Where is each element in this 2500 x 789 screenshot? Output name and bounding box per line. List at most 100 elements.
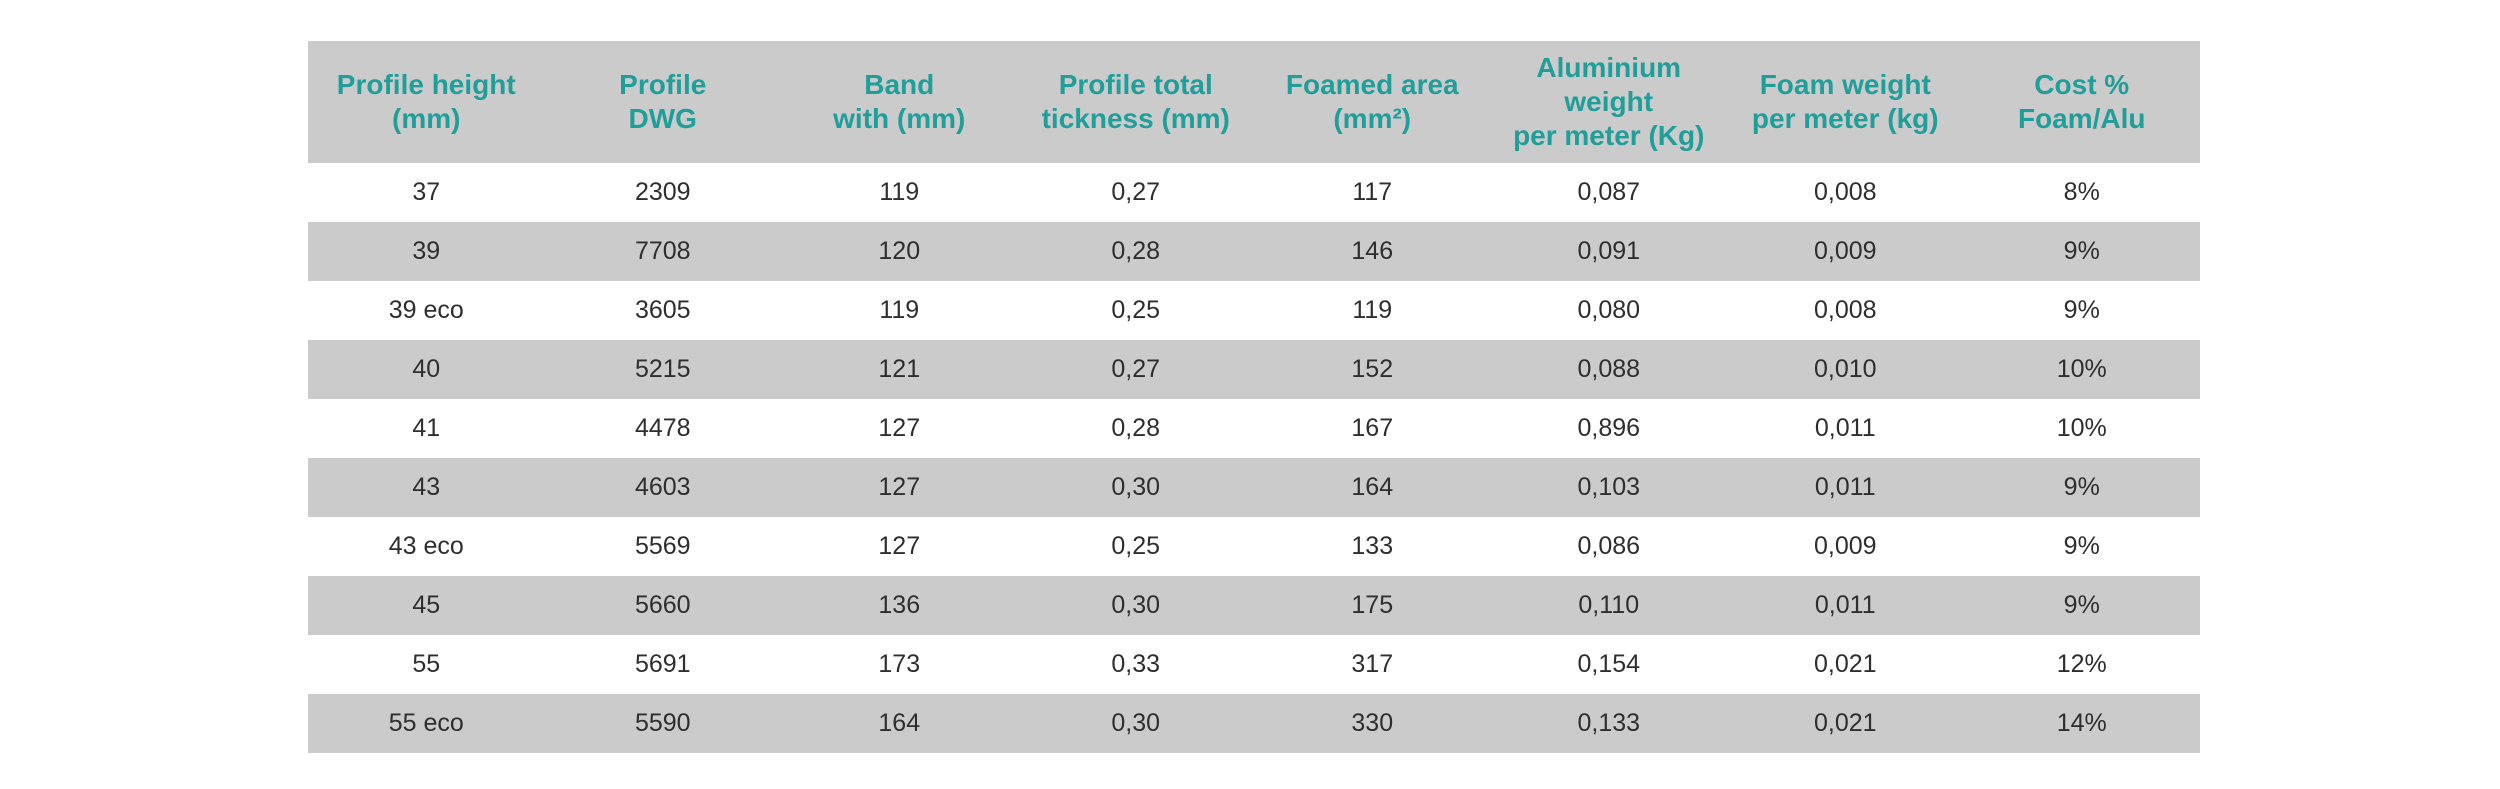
cell-aluminium-weight: 0,080 xyxy=(1577,296,1641,324)
cell-profile-dwg: 5660 xyxy=(634,591,691,619)
profile-spec-table-container: Profile height (mm) Profile DWG Band wit… xyxy=(308,41,2200,753)
table-header: Profile height (mm) Profile DWG Band wit… xyxy=(308,41,2200,163)
cell-profile-dwg: 7708 xyxy=(634,237,691,265)
cell-cost-percent: 9% xyxy=(2063,591,2100,619)
cell-profile-dwg: 4478 xyxy=(634,414,691,442)
cell-profile-height: 45 xyxy=(412,591,441,619)
cell-profile-thickness: 0,30 xyxy=(1111,709,1161,737)
cell-profile-height: 41 xyxy=(412,414,441,442)
cell-profile-height: 55 xyxy=(412,650,441,678)
header-aluminium-weight: Aluminium weight per meter (Kg) xyxy=(1513,52,1705,151)
cell-cost-percent: 14% xyxy=(2056,709,2107,737)
cell-profile-height: 43 xyxy=(412,473,441,501)
cell-foamed-area: 330 xyxy=(1351,709,1394,737)
cell-profile-height: 37 xyxy=(412,178,441,206)
header-band-width: Band with (mm) xyxy=(833,69,966,134)
cell-aluminium-weight: 0,896 xyxy=(1577,414,1641,442)
cell-cost-percent: 9% xyxy=(2063,532,2100,560)
cell-foam-weight: 0,011 xyxy=(1814,591,1876,619)
cell-foamed-area: 146 xyxy=(1351,237,1394,265)
cell-foamed-area: 119 xyxy=(1352,296,1393,324)
cell-band-width: 173 xyxy=(878,650,921,678)
cell-profile-thickness: 0,28 xyxy=(1111,414,1161,442)
cell-profile-dwg: 5590 xyxy=(634,709,691,737)
header-profile-height: Profile height (mm) xyxy=(336,69,516,134)
table-row: 40 5215 121 0,27 152 0,088 0,010 10% xyxy=(308,340,2200,399)
cell-foam-weight: 0,009 xyxy=(1813,532,1877,560)
cell-profile-thickness: 0,25 xyxy=(1111,532,1161,560)
cell-foamed-area: 164 xyxy=(1351,473,1394,501)
cell-band-width: 127 xyxy=(878,532,921,560)
cell-profile-height: 39 eco xyxy=(388,296,464,324)
cell-profile-height: 43 eco xyxy=(388,532,464,560)
profile-spec-table: Profile height (mm) Profile DWG Band wit… xyxy=(308,41,2200,753)
cell-profile-thickness: 0,25 xyxy=(1111,296,1161,324)
cell-aluminium-weight: 0,110 xyxy=(1578,591,1640,619)
cell-profile-dwg: 2309 xyxy=(634,178,691,206)
cell-profile-height: 55 eco xyxy=(388,709,464,737)
cell-cost-percent: 12% xyxy=(2056,650,2107,678)
header-cost-percent: Cost % Foam/Alu xyxy=(2017,69,2146,134)
cell-aluminium-weight: 0,154 xyxy=(1577,650,1641,678)
table-row: 41 4478 127 0,28 167 0,896 0,011 10% xyxy=(308,399,2200,458)
table-row: 43 4603 127 0,30 164 0,103 0,011 9% xyxy=(308,458,2200,517)
table-row: 39 7708 120 0,28 146 0,091 0,009 9% xyxy=(308,222,2200,281)
cell-foam-weight: 0,008 xyxy=(1813,296,1877,324)
cell-foamed-area: 133 xyxy=(1351,532,1394,560)
cell-cost-percent: 10% xyxy=(2056,355,2107,383)
table-row: 55 5691 173 0,33 317 0,154 0,021 12% xyxy=(308,635,2200,694)
cell-foam-weight: 0,011 xyxy=(1814,473,1876,501)
cell-foamed-area: 175 xyxy=(1351,591,1394,619)
cell-foamed-area: 167 xyxy=(1351,414,1394,442)
cell-aluminium-weight: 0,087 xyxy=(1577,178,1641,206)
header-profile-thickness: Profile total tickness (mm) xyxy=(1041,69,1230,134)
cell-band-width: 127 xyxy=(878,414,921,442)
cell-foamed-area: 317 xyxy=(1351,650,1394,678)
cell-profile-dwg: 4603 xyxy=(634,473,691,501)
cell-foam-weight: 0,021 xyxy=(1813,709,1877,737)
cell-profile-dwg: 5215 xyxy=(634,355,691,383)
cell-band-width: 121 xyxy=(878,355,921,383)
cell-cost-percent: 9% xyxy=(2063,473,2100,501)
cell-foam-weight: 0,008 xyxy=(1813,178,1877,206)
cell-foam-weight: 0,010 xyxy=(1813,355,1877,383)
cell-aluminium-weight: 0,133 xyxy=(1577,709,1641,737)
cell-cost-percent: 10% xyxy=(2056,414,2107,442)
cell-aluminium-weight: 0,088 xyxy=(1577,355,1641,383)
cell-profile-thickness: 0,27 xyxy=(1111,355,1161,383)
cell-cost-percent: 9% xyxy=(2063,296,2100,324)
cell-aluminium-weight: 0,091 xyxy=(1577,237,1641,265)
cell-profile-thickness: 0,33 xyxy=(1111,650,1161,678)
header-foamed-area: Foamed area (mm²) xyxy=(1285,69,1459,134)
cell-band-width: 136 xyxy=(878,591,921,619)
cell-profile-thickness: 0,30 xyxy=(1111,591,1161,619)
cell-foamed-area: 152 xyxy=(1351,355,1394,383)
cell-band-width: 119 xyxy=(879,296,920,324)
cell-profile-thickness: 0,30 xyxy=(1111,473,1161,501)
cell-band-width: 120 xyxy=(878,237,921,265)
cell-profile-dwg: 5691 xyxy=(634,650,691,678)
cell-cost-percent: 8% xyxy=(2063,178,2100,206)
cell-band-width: 127 xyxy=(878,473,921,501)
cell-profile-dwg: 5569 xyxy=(634,532,691,560)
header-foam-weight: Foam weight per meter (kg) xyxy=(1751,69,1939,134)
table-row: 43 eco 5569 127 0,25 133 0,086 0,009 9% xyxy=(308,517,2200,576)
cell-aluminium-weight: 0,103 xyxy=(1577,473,1641,501)
cell-profile-thickness: 0,27 xyxy=(1111,178,1161,206)
cell-aluminium-weight: 0,086 xyxy=(1577,532,1641,560)
cell-foam-weight: 0,009 xyxy=(1813,237,1877,265)
table-row: 55 eco 5590 164 0,30 330 0,133 0,021 14% xyxy=(308,694,2200,753)
header-row: Profile height (mm) Profile DWG Band wit… xyxy=(308,41,2200,163)
cell-foamed-area: 117 xyxy=(1352,178,1393,206)
cell-profile-thickness: 0,28 xyxy=(1111,237,1161,265)
table-row: 39 eco 3605 119 0,25 119 0,080 0,008 9% xyxy=(308,281,2200,340)
cell-profile-height: 39 xyxy=(412,237,441,265)
cell-foam-weight: 0,021 xyxy=(1813,650,1877,678)
cell-cost-percent: 9% xyxy=(2063,237,2100,265)
cell-profile-height: 40 xyxy=(412,355,441,383)
cell-profile-dwg: 3605 xyxy=(634,296,691,324)
cell-band-width: 164 xyxy=(878,709,921,737)
cell-foam-weight: 0,011 xyxy=(1814,414,1876,442)
cell-band-width: 119 xyxy=(879,178,920,206)
header-profile-dwg: Profile DWG xyxy=(619,69,707,134)
